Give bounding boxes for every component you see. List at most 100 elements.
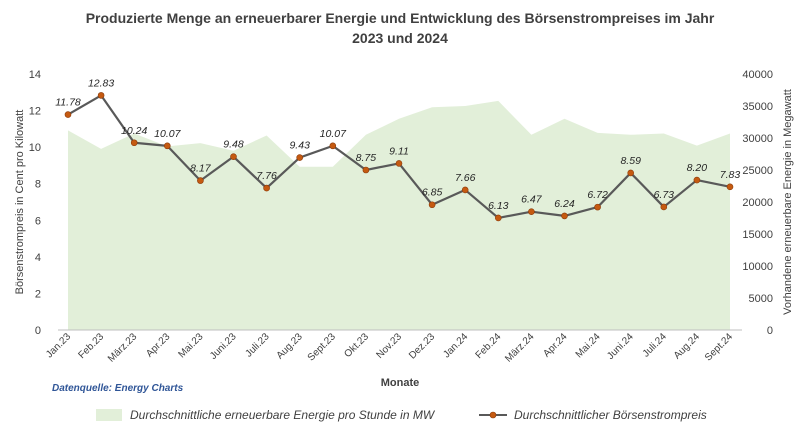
legend-item-area: Durchschnittliche erneuerbare Energie pr… [96, 408, 434, 422]
price-point [97, 92, 105, 99]
y-left-tick-label: 6 [35, 215, 41, 227]
chart-title-line2: 2023 und 2024 [352, 30, 448, 46]
x-tick-label: Aug.24 [672, 331, 702, 361]
x-tick-label: Apr.24 [541, 331, 570, 360]
y-right-tick-label: 5000 [749, 293, 773, 305]
data-label: 6.85 [422, 187, 443, 199]
y-left-tick-label: 8 [35, 179, 41, 191]
data-label: 7.66 [455, 172, 476, 184]
x-tick-label: Juli.24 [641, 331, 670, 360]
price-point [296, 154, 304, 161]
price-point [263, 184, 270, 192]
price-point [726, 183, 734, 191]
x-tick-label: Sept.24 [703, 331, 735, 363]
price-point [164, 142, 171, 150]
price-point [64, 111, 72, 118]
x-tick-label: Mai.23 [177, 331, 206, 360]
data-label: 11.78 [55, 97, 81, 109]
data-label: 6.73 [654, 189, 675, 201]
data-label: 6.47 [521, 194, 543, 206]
y-right-tick-label: 15000 [742, 229, 773, 241]
x-tick-label: Juni.23 [208, 331, 239, 362]
x-tick-label: Feb.23 [76, 331, 106, 361]
data-label: 6.72 [587, 189, 608, 201]
legend-item-line: Durchschnittlicher Börsenstrompreis [478, 408, 707, 422]
left-axis-ticks: 0 2 4 6 8 10 12 14 [29, 69, 41, 337]
y-left-tick-label: 12 [29, 106, 41, 118]
data-label: 12.83 [88, 77, 114, 89]
x-tick-label: März.24 [503, 331, 537, 365]
chart-title-line1: Produzierte Menge an erneuerbarer Energi… [85, 10, 715, 26]
data-label: 7.76 [256, 170, 277, 182]
price-point [362, 166, 370, 174]
right-axis-ticks: 0 5000 10000 15000 20000 25000 30000 35000 40000 [742, 69, 773, 337]
data-label: 10.24 [121, 125, 147, 137]
data-source-note: Datenquelle: Energy Charts [52, 383, 184, 394]
price-point [627, 169, 635, 177]
data-label: 8.75 [356, 152, 377, 164]
data-label: 8.59 [620, 155, 641, 167]
y-right-tick-label: 25000 [742, 165, 773, 177]
price-point [428, 201, 436, 209]
price-point [130, 139, 138, 147]
x-tick-label: Okt.23 [342, 331, 371, 360]
data-label: 10.07 [320, 128, 347, 140]
x-tick-label: Nov.23 [374, 331, 404, 361]
legend: Durchschnittliche erneuerbare Energie pr… [0, 402, 800, 432]
x-tick-label: Dez.23 [407, 331, 437, 361]
y-left-tick-label: 14 [29, 69, 41, 81]
y-right-tick-label: 0 [767, 325, 773, 337]
price-point [693, 176, 701, 184]
y-axis-right-title: Vorhandene erneuerbare Energie in Megawa… [782, 89, 794, 315]
y-left-tick-label: 0 [35, 325, 41, 337]
y-left-tick-label: 2 [35, 288, 41, 300]
price-point [329, 142, 337, 150]
price-point [494, 214, 502, 222]
y-axis-left-title: Börsenstrompreis in Cent pro Kilowatt [14, 110, 26, 295]
x-tick-label: Apr.23 [144, 331, 173, 360]
legend-label-area: Durchschnittliche erneuerbare Energie pr… [130, 408, 435, 422]
data-label: 8.20 [687, 162, 708, 174]
chart-title: Produzierte Menge an erneuerbarer Energi… [0, 8, 800, 48]
data-label: 9.48 [223, 139, 244, 151]
legend-swatch-area [96, 409, 122, 421]
y-right-tick-label: 30000 [742, 133, 773, 145]
x-tick-label: Juli.23 [244, 331, 273, 360]
data-label: 6.24 [554, 198, 575, 210]
value-label-layer: 11.78 12.83 10.24 10.07 8.17 9.48 7.76 9.43 10.0… [55, 77, 740, 212]
y-right-tick-label: 35000 [742, 101, 773, 113]
chart-plot: 0 2 4 6 8 10 12 14 0 5000 10000 15000 20000 25000 300… [14, 69, 794, 389]
price-point [594, 203, 601, 211]
y-right-tick-label: 20000 [742, 197, 773, 209]
x-tick-label: Mai.24 [574, 331, 603, 360]
price-point [230, 153, 237, 160]
data-label: 9.11 [389, 145, 409, 157]
price-point [528, 208, 535, 215]
data-label: 6.13 [488, 200, 509, 212]
point-layer [64, 92, 734, 222]
data-label: 10.07 [154, 128, 181, 140]
x-tick-label: Feb.24 [474, 331, 504, 361]
data-label: 8.17 [190, 163, 212, 175]
price-point [395, 160, 403, 167]
price-point [461, 186, 469, 194]
x-tick-label: März.23 [106, 331, 140, 365]
y-right-tick-label: 40000 [742, 69, 773, 81]
price-point [561, 212, 568, 220]
x-tick-label: Juni.24 [605, 331, 636, 362]
y-left-tick-label: 4 [35, 252, 41, 264]
x-tick-label: Jan.24 [441, 331, 470, 360]
x-tick-label: Sept.23 [306, 331, 338, 363]
price-point [660, 203, 668, 211]
y-right-tick-label: 10000 [742, 261, 773, 273]
x-tick-label: Jan.23 [44, 331, 73, 360]
data-label: 9.43 [289, 140, 310, 152]
y-left-tick-label: 10 [29, 142, 41, 154]
x-axis-title: Monate [381, 377, 420, 389]
x-tick-label: Aug.23 [275, 331, 305, 361]
price-point [197, 177, 204, 184]
legend-label-line: Durchschnittlicher Börsenstrompreis [514, 408, 707, 422]
data-label: 7.83 [720, 169, 741, 181]
x-axis-ticks: Jan.23 Feb.23 März.23 Apr.23 Mai.23 Juni.23 Ju… [44, 331, 735, 365]
